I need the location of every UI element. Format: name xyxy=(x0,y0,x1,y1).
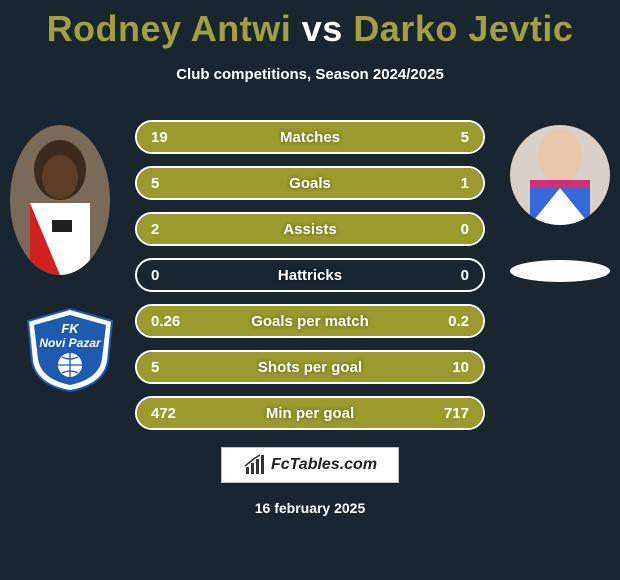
badge-text2: Novi Pazar xyxy=(39,336,102,350)
player2-avatar xyxy=(510,125,610,225)
player2-avatar-svg xyxy=(510,125,610,225)
stat-row: 472717Min per goal xyxy=(135,396,485,430)
player1-name: Rodney Antwi xyxy=(47,8,292,49)
comparison-card: Rodney Antwi vs Darko Jevtic Club compet… xyxy=(0,0,620,580)
vs-text: vs xyxy=(302,8,343,49)
stat-row: 195Matches xyxy=(135,120,485,154)
stat-row: 00Hattricks xyxy=(135,258,485,292)
player2-name: Darko Jevtic xyxy=(353,8,573,49)
stat-label: Shots per goal xyxy=(137,359,483,376)
club-badge-svg: FK Novi Pazar xyxy=(20,305,120,393)
badge-text1: FK xyxy=(61,321,80,336)
logo-text: FcTables.com xyxy=(271,456,377,474)
player1-club-badge: FK Novi Pazar xyxy=(20,305,120,393)
subtitle: Club competitions, Season 2024/2025 xyxy=(0,66,620,83)
site-logo: FcTables.com xyxy=(221,447,399,483)
player1-avatar xyxy=(10,125,110,275)
player1-avatar-svg xyxy=(10,125,110,275)
stat-row: 20Assists xyxy=(135,212,485,246)
stat-label: Goals xyxy=(137,175,483,192)
page-title: Rodney Antwi vs Darko Jevtic xyxy=(0,0,620,50)
stat-label: Goals per match xyxy=(137,313,483,330)
date-text: 16 february 2025 xyxy=(0,500,620,516)
stat-label: Assists xyxy=(137,221,483,238)
stat-label: Min per goal xyxy=(137,405,483,422)
stat-row: 51Goals xyxy=(135,166,485,200)
stat-row: 510Shots per goal xyxy=(135,350,485,384)
stat-row: 0.260.2Goals per match xyxy=(135,304,485,338)
player2-flag xyxy=(510,260,610,282)
chart-icon xyxy=(243,453,267,477)
stats-table: 195Matches 51Goals 20Assists 00Hattricks 0.2… xyxy=(135,120,485,442)
stat-label: Hattricks xyxy=(137,267,483,284)
stat-label: Matches xyxy=(137,129,483,146)
